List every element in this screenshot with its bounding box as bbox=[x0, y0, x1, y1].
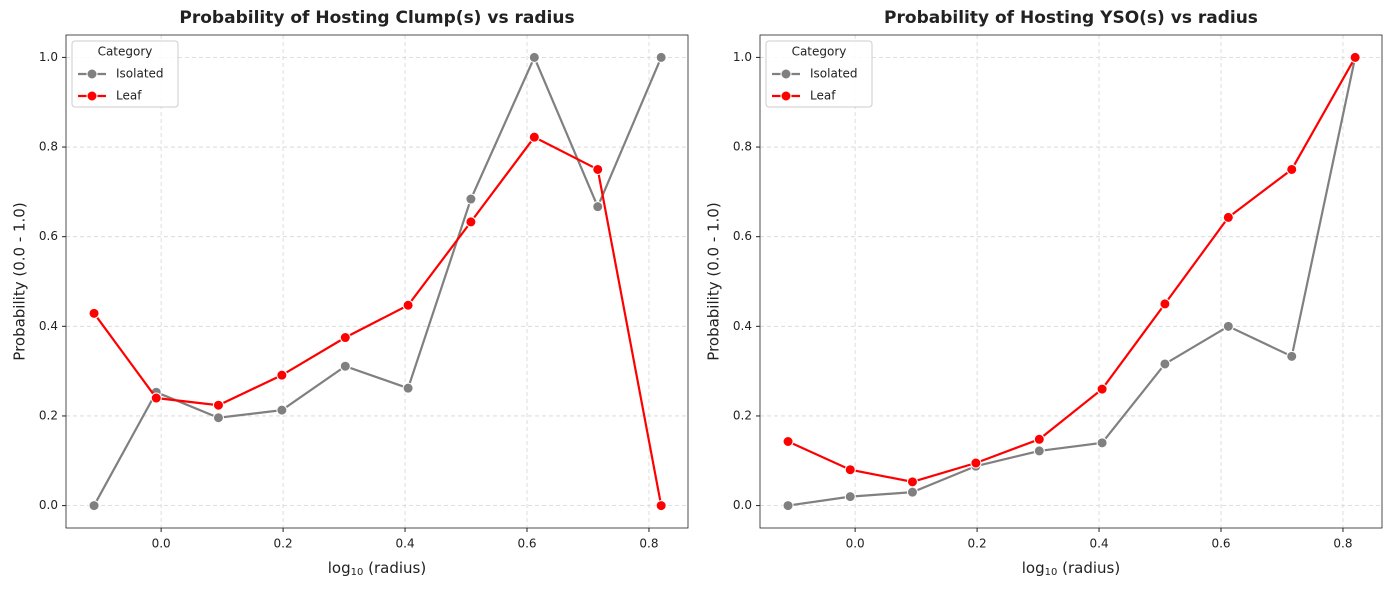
series-line bbox=[787, 57, 1357, 507]
x-tick-label: 0.2 bbox=[274, 537, 293, 551]
y-tick-label: 0.2 bbox=[733, 408, 752, 422]
point bbox=[970, 457, 982, 469]
point bbox=[212, 412, 224, 424]
point bbox=[782, 500, 794, 512]
y-tick-label: 1.0 bbox=[733, 50, 752, 64]
legend-label: Leaf bbox=[116, 89, 142, 103]
y-tick-label: 0.2 bbox=[39, 408, 58, 422]
point bbox=[1096, 437, 1108, 449]
point bbox=[1222, 211, 1234, 223]
point bbox=[1286, 163, 1298, 175]
y-tick-label: 0.6 bbox=[733, 229, 752, 243]
point bbox=[1222, 320, 1234, 332]
y-tick-label: 0.0 bbox=[39, 498, 58, 512]
point bbox=[465, 193, 477, 205]
x-label-base: log bbox=[1022, 559, 1045, 577]
x-tick-label: 0.4 bbox=[1090, 537, 1109, 551]
y-tick-label: 1.0 bbox=[39, 50, 58, 64]
x-label-base: log bbox=[328, 559, 351, 577]
point bbox=[906, 476, 918, 488]
legend-marker bbox=[86, 68, 98, 80]
x-label-sub: 10 bbox=[1045, 567, 1058, 578]
y-tick-label: 0.0 bbox=[733, 498, 752, 512]
y-tick-label: 0.8 bbox=[733, 140, 752, 154]
point bbox=[1349, 51, 1361, 63]
legend-marker bbox=[780, 90, 792, 102]
x-tick-label: 0.8 bbox=[639, 537, 658, 551]
legend-title: Category bbox=[98, 45, 153, 59]
point bbox=[528, 131, 540, 143]
point bbox=[402, 382, 414, 394]
x-tick-label: 0.0 bbox=[152, 537, 171, 551]
x-tick-label: 0.0 bbox=[846, 537, 865, 551]
legend: Category Isolated Leaf bbox=[765, 40, 873, 108]
y-tick-label: 0.4 bbox=[733, 319, 752, 333]
y-tick-label: 0.6 bbox=[39, 229, 58, 243]
plot-frame bbox=[759, 34, 1383, 529]
legend-marker bbox=[780, 68, 792, 80]
point bbox=[150, 392, 162, 404]
legend-title: Category bbox=[792, 45, 847, 59]
point bbox=[528, 51, 540, 63]
chart: 0.0 0.2 0.4 0.6 0.8 1.0 0.0 0.2 0.4 0.6 0.8 Probabi… bbox=[705, 8, 1383, 578]
series-line bbox=[787, 56, 1357, 483]
x-tick-label: 0.2 bbox=[968, 537, 987, 551]
point bbox=[1159, 358, 1171, 370]
point bbox=[465, 216, 477, 228]
legend-box bbox=[765, 40, 873, 108]
point bbox=[655, 51, 667, 63]
legend-label: Isolated bbox=[810, 67, 858, 81]
plot-frame bbox=[65, 34, 689, 529]
legend-label: Isolated bbox=[116, 67, 164, 81]
point bbox=[592, 163, 604, 175]
point bbox=[402, 299, 414, 311]
legend-marker bbox=[86, 90, 98, 102]
point bbox=[1033, 433, 1045, 445]
point bbox=[1286, 350, 1298, 362]
point bbox=[88, 500, 100, 512]
point bbox=[906, 486, 918, 498]
x-label-rest: (radius) bbox=[1057, 559, 1120, 577]
point bbox=[1159, 298, 1171, 310]
x-tick-label: 0.6 bbox=[1211, 537, 1230, 551]
legend: Category Isolated Leaf bbox=[71, 40, 179, 108]
point bbox=[782, 436, 794, 448]
x-axis-label: log10 (radius) bbox=[1022, 559, 1120, 579]
y-axis-label: Probability (0.0 - 1.0) bbox=[705, 202, 723, 360]
y-tick-label: 0.8 bbox=[39, 140, 58, 154]
point bbox=[212, 399, 224, 411]
chart-title: Probability of Hosting Clump(s) vs radiu… bbox=[179, 8, 574, 28]
point bbox=[1033, 445, 1045, 457]
point bbox=[1096, 383, 1108, 395]
x-tick-label: 0.6 bbox=[517, 537, 536, 551]
x-label-rest: (radius) bbox=[363, 559, 426, 577]
point bbox=[592, 201, 604, 213]
point bbox=[276, 404, 288, 416]
point bbox=[655, 500, 667, 512]
x-axis-label: log10 (radius) bbox=[328, 559, 426, 579]
legend-label: Leaf bbox=[810, 89, 836, 103]
y-tick-label: 0.4 bbox=[39, 319, 58, 333]
point bbox=[844, 491, 856, 503]
x-tick-label: 0.8 bbox=[1333, 537, 1352, 551]
series-line bbox=[93, 54, 663, 507]
point bbox=[276, 369, 288, 381]
legend-box bbox=[71, 40, 179, 108]
point bbox=[844, 464, 856, 476]
x-tick-label: 0.4 bbox=[396, 537, 415, 551]
x-label-sub: 10 bbox=[351, 567, 364, 578]
point bbox=[339, 332, 351, 344]
y-axis-label: Probability (0.0 - 1.0) bbox=[11, 202, 29, 360]
chart: 0.0 0.2 0.4 0.6 0.8 1.0 0.0 0.2 0.4 0.6 0.8 Probabi… bbox=[11, 8, 689, 578]
chart-title: Probability of Hosting YSO(s) vs radius bbox=[884, 8, 1258, 28]
point bbox=[88, 307, 100, 319]
series-line bbox=[93, 135, 663, 506]
point bbox=[339, 360, 351, 372]
